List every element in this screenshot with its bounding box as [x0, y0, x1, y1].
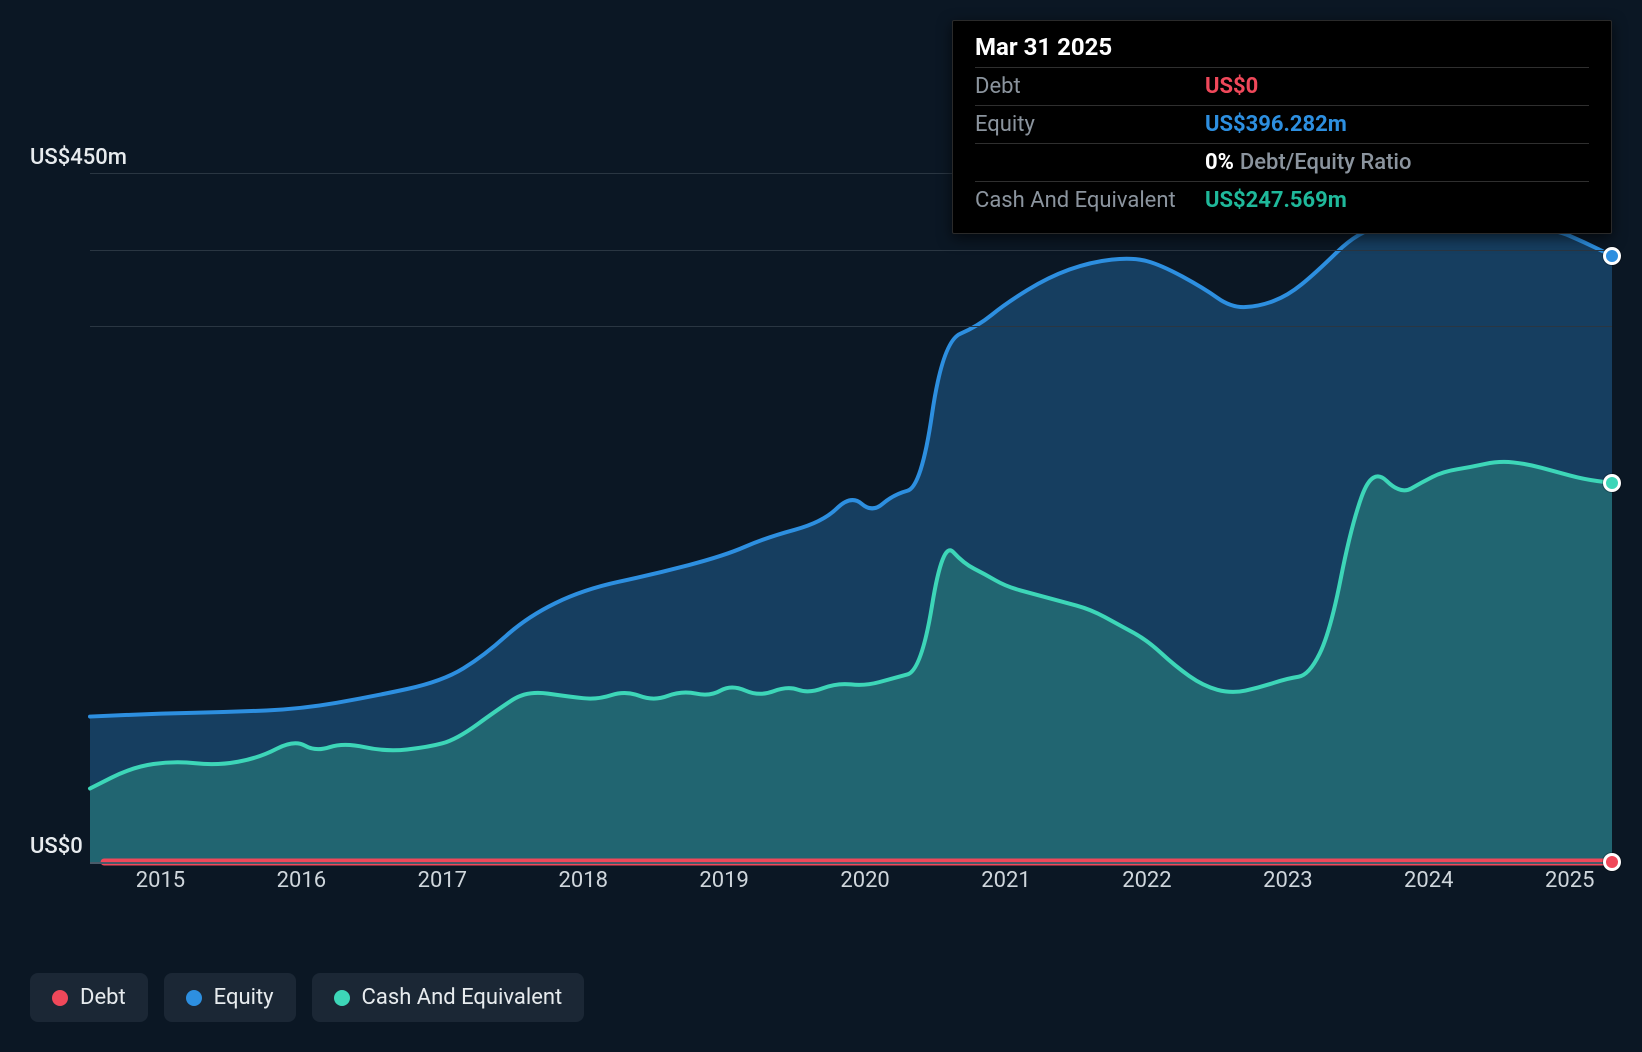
legend-swatch: [334, 990, 350, 1006]
tooltip-row-value: US$247.569m: [1205, 188, 1347, 213]
legend: Debt Equity Cash And Equivalent: [30, 973, 584, 1022]
legend-label: Equity: [214, 985, 274, 1010]
legend-swatch: [186, 990, 202, 1006]
x-axis-tick: 2021: [981, 868, 1030, 893]
x-axis-tick: 2025: [1545, 868, 1594, 893]
gridline: [90, 250, 1612, 251]
tooltip-row-suffix: Debt/Equity Ratio: [1240, 150, 1412, 175]
tooltip-row: Cash And EquivalentUS$247.569m: [975, 181, 1589, 219]
series-end-marker: [1606, 856, 1618, 868]
tooltip-box: Mar 31 2025 DebtUS$0EquityUS$396.282m0% …: [952, 20, 1612, 234]
x-axis-tick: 2023: [1263, 868, 1312, 893]
gridline: [90, 862, 1612, 864]
tooltip-row-label: Cash And Equivalent: [975, 188, 1205, 213]
series-end-marker: [1606, 250, 1618, 262]
x-axis-tick: 2017: [418, 868, 467, 893]
legend-item[interactable]: Debt: [30, 973, 148, 1022]
tooltip-date: Mar 31 2025: [975, 33, 1589, 67]
x-axis-tick: 2018: [559, 868, 608, 893]
x-axis-tick: 2015: [136, 868, 185, 893]
tooltip-row: EquityUS$396.282m: [975, 105, 1589, 143]
gridline: [90, 326, 1612, 327]
x-axis-ticks: 2015 2016 2017 2018 2019 2020 2021 2022 2023 2024…: [90, 868, 1612, 898]
legend-item[interactable]: Cash And Equivalent: [312, 973, 585, 1022]
tooltip-row-value: US$0: [1205, 74, 1258, 99]
chart-container: Mar 31 2025 DebtUS$0EquityUS$396.282m0% …: [0, 0, 1642, 1052]
x-axis-tick: 2019: [699, 868, 748, 893]
x-axis-tick: 2022: [1122, 868, 1171, 893]
legend-label: Debt: [80, 985, 126, 1010]
y-axis-label: US$450m: [30, 145, 170, 170]
legend-item[interactable]: Equity: [164, 973, 296, 1022]
chart-area: Mar 31 2025 DebtUS$0EquityUS$396.282m0% …: [30, 20, 1612, 922]
tooltip-row-label: Debt: [975, 74, 1205, 99]
y-axis-label: US$0: [30, 834, 170, 859]
tooltip-row-value: 0%: [1205, 150, 1234, 175]
x-axis-tick: 2024: [1404, 868, 1453, 893]
legend-label: Cash And Equivalent: [362, 985, 563, 1010]
legend-swatch: [52, 990, 68, 1006]
tooltip-row: 0% Debt/Equity Ratio: [975, 143, 1589, 181]
series-end-marker: [1606, 477, 1618, 489]
tooltip-row-value: US$396.282m: [1205, 112, 1347, 137]
tooltip-row-label: Equity: [975, 112, 1205, 137]
x-axis-tick: 2020: [840, 868, 889, 893]
x-axis-tick: 2016: [277, 868, 326, 893]
tooltip-row: DebtUS$0: [975, 67, 1589, 105]
